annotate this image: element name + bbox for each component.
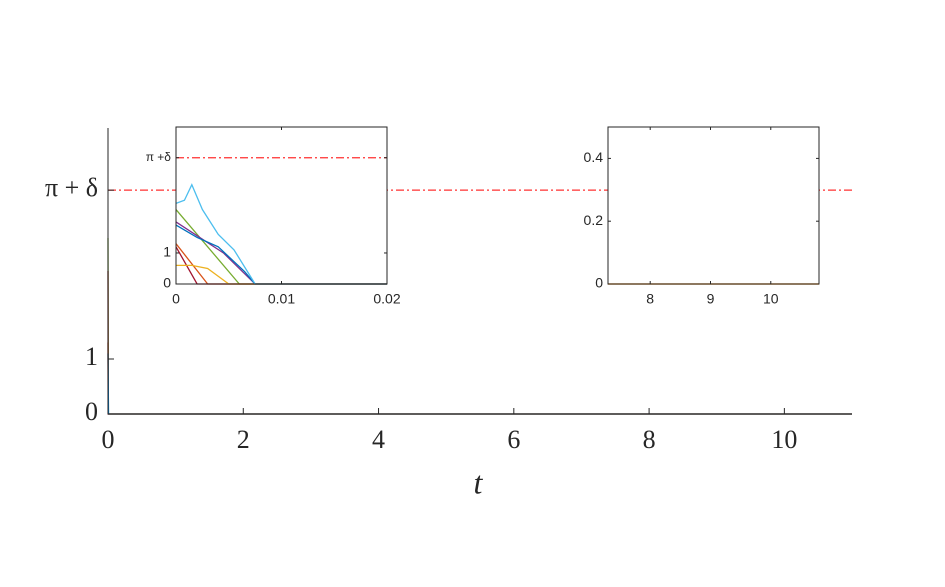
- x-tick-label: 8: [643, 425, 656, 454]
- inset-background: [176, 127, 387, 284]
- x-tick-label: 10: [763, 291, 779, 307]
- y-tick-label: 0: [85, 397, 98, 426]
- x-tick-label: 0: [172, 291, 180, 307]
- y-tick-label: 1: [85, 342, 98, 371]
- x-tick-label: 6: [507, 425, 520, 454]
- x-tick-label: 0.02: [373, 291, 400, 307]
- inset-frame: [607, 126, 820, 285]
- x-tick-label: 0: [102, 425, 115, 454]
- series-line: [107, 270, 852, 415]
- y-tick-label: 0.4: [584, 149, 604, 165]
- x-tick-label: 2: [237, 425, 250, 454]
- y-tick-label: π +δ: [146, 150, 172, 164]
- series-line: [107, 353, 852, 415]
- series-line: [107, 342, 852, 415]
- inset-background: [608, 127, 819, 284]
- y-tick-label: 0: [595, 275, 603, 291]
- x-tick-label: 0.01: [268, 291, 295, 307]
- y-tick-label: π + δ: [45, 173, 98, 202]
- y-tick-label: 0: [163, 275, 171, 291]
- x-tick-label: 9: [707, 291, 715, 307]
- y-tick-label: 0.2: [584, 212, 604, 228]
- y-tick-label: 1: [163, 244, 171, 260]
- series-line: [175, 183, 387, 285]
- inset-frame: [175, 126, 388, 285]
- x-tick-label: 4: [372, 425, 385, 454]
- x-tick-label: 10: [771, 425, 797, 454]
- x-tick-label: 8: [646, 291, 654, 307]
- x-axis-label: t: [474, 464, 484, 500]
